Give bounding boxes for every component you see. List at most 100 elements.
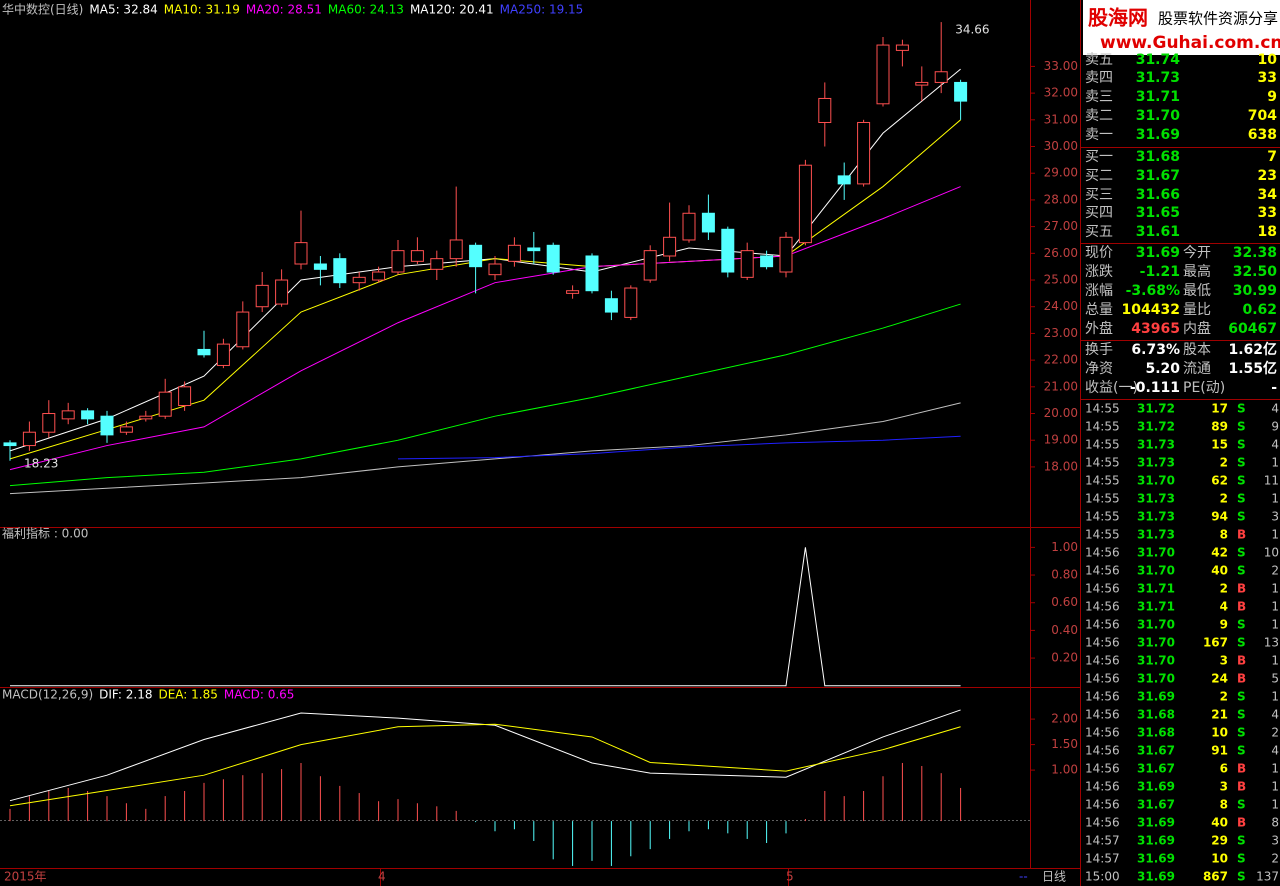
trade-time: 14:56 <box>1085 690 1120 704</box>
quote-label: 涨幅 <box>1085 283 1113 299</box>
y-tick-label: 26.00 <box>1044 246 1078 260</box>
y-tick-label: 32.00 <box>1044 86 1078 100</box>
legend-item: MA20: 28.51 <box>246 3 322 17</box>
quote-value: 43965 <box>1131 321 1180 337</box>
y-tick-label: 21.00 <box>1044 379 1078 393</box>
candle-body <box>139 415 153 420</box>
trade-count: 1 <box>1271 492 1279 506</box>
low-note: 18.23 <box>24 456 58 470</box>
candle-body <box>857 121 871 185</box>
quote-value: 1.62亿 <box>1228 341 1277 358</box>
candle-body <box>566 290 580 294</box>
candle-body <box>410 250 424 262</box>
y-tick-label: 28.00 <box>1044 192 1078 206</box>
book-price: 31.73 <box>1136 70 1180 86</box>
trade-volume: 2 <box>1220 456 1228 470</box>
quote-label: 最低 <box>1183 283 1211 299</box>
candle-body <box>488 263 502 276</box>
quote-value: 104432 <box>1122 302 1180 318</box>
trade-volume: 91 <box>1211 744 1228 758</box>
trade-price: 31.71 <box>1137 582 1175 596</box>
month-label: 4 <box>378 870 386 884</box>
book-volume: 9 <box>1267 89 1277 105</box>
candle-body <box>236 311 250 348</box>
candle-body <box>721 228 735 273</box>
trade-side: S <box>1237 744 1246 758</box>
trade-time: 14:55 <box>1085 510 1120 524</box>
candle-body <box>391 250 405 273</box>
y-tick-label: 29.00 <box>1044 166 1078 180</box>
y-tick-label: 1.00 <box>1051 540 1078 554</box>
trade-time: 14:56 <box>1085 816 1120 830</box>
candle-body <box>663 236 677 257</box>
quote-value: 32.38 <box>1233 245 1277 261</box>
trade-side: B <box>1237 672 1246 686</box>
trade-count: 8 <box>1271 816 1279 830</box>
trade-price: 31.71 <box>1137 600 1175 614</box>
book-price: 31.70 <box>1136 108 1181 124</box>
period-tab[interactable]: 日线 <box>1042 870 1066 884</box>
trade-time: 14:55 <box>1085 474 1120 488</box>
book-price: 31.71 <box>1136 89 1180 105</box>
trade-volume: 40 <box>1211 816 1228 830</box>
trade-count: 4 <box>1271 744 1279 758</box>
candle-body <box>42 413 56 433</box>
trade-volume: 15 <box>1211 438 1228 452</box>
quote-label: 总量 <box>1085 302 1113 318</box>
legend-item: 华中数控(日线) <box>2 2 83 17</box>
trade-price: 31.70 <box>1137 546 1175 560</box>
trade-time: 14:56 <box>1085 546 1120 560</box>
trade-side: S <box>1237 474 1246 488</box>
candle-body <box>682 212 696 241</box>
quote-value: 32.50 <box>1233 264 1278 280</box>
y-tick-label: 0.40 <box>1051 623 1078 637</box>
book-volume: 18 <box>1258 224 1277 240</box>
book-label: 买五 <box>1085 224 1113 240</box>
book-price: 31.67 <box>1136 168 1180 184</box>
candle-body <box>740 250 754 278</box>
candle-body <box>294 242 308 265</box>
candle-body <box>158 391 172 417</box>
trade-volume: 94 <box>1211 510 1228 524</box>
trade-price: 31.70 <box>1137 564 1175 578</box>
candle-body <box>643 250 657 281</box>
ma-line <box>397 435 961 460</box>
quote-label: 今开 <box>1183 245 1211 261</box>
y-tick-label: 24.00 <box>1044 299 1078 313</box>
legend-item: MA5: 32.84 <box>89 3 157 17</box>
candle-body <box>895 44 909 51</box>
trade-price: 31.69 <box>1137 780 1175 794</box>
y-tick-label: 20.00 <box>1044 406 1078 420</box>
trade-price: 31.68 <box>1137 726 1175 740</box>
candle-body <box>3 442 17 447</box>
book-price: 31.65 <box>1136 205 1180 221</box>
trade-volume: 167 <box>1203 636 1228 650</box>
trade-time: 14:55 <box>1085 438 1120 452</box>
candle-body <box>216 343 230 366</box>
trade-side: S <box>1237 708 1246 722</box>
indicator-line <box>10 547 961 687</box>
candle-body <box>837 175 851 185</box>
book-price: 31.68 <box>1136 149 1180 165</box>
trade-price: 31.69 <box>1137 852 1175 866</box>
trade-volume: 867 <box>1203 870 1228 884</box>
trade-volume: 89 <box>1211 420 1228 434</box>
y-tick-label: 0.80 <box>1051 568 1078 582</box>
quote-label: 收益(一) <box>1085 380 1138 396</box>
trade-price: 31.67 <box>1137 762 1175 776</box>
ma-line <box>9 402 961 495</box>
trade-side: S <box>1237 798 1246 812</box>
book-label: 卖一 <box>1085 127 1113 143</box>
trade-side: B <box>1237 582 1246 596</box>
trade-price: 31.67 <box>1137 744 1175 758</box>
trade-volume: 8 <box>1220 798 1228 812</box>
trade-count: 2 <box>1271 564 1279 578</box>
trade-price: 31.67 <box>1137 798 1175 812</box>
dea-line <box>9 723 961 807</box>
month-label: 5 <box>786 870 794 884</box>
book-price: 31.61 <box>1136 224 1180 240</box>
trade-side: S <box>1237 456 1246 470</box>
legend-item: MA60: 24.13 <box>328 3 404 17</box>
